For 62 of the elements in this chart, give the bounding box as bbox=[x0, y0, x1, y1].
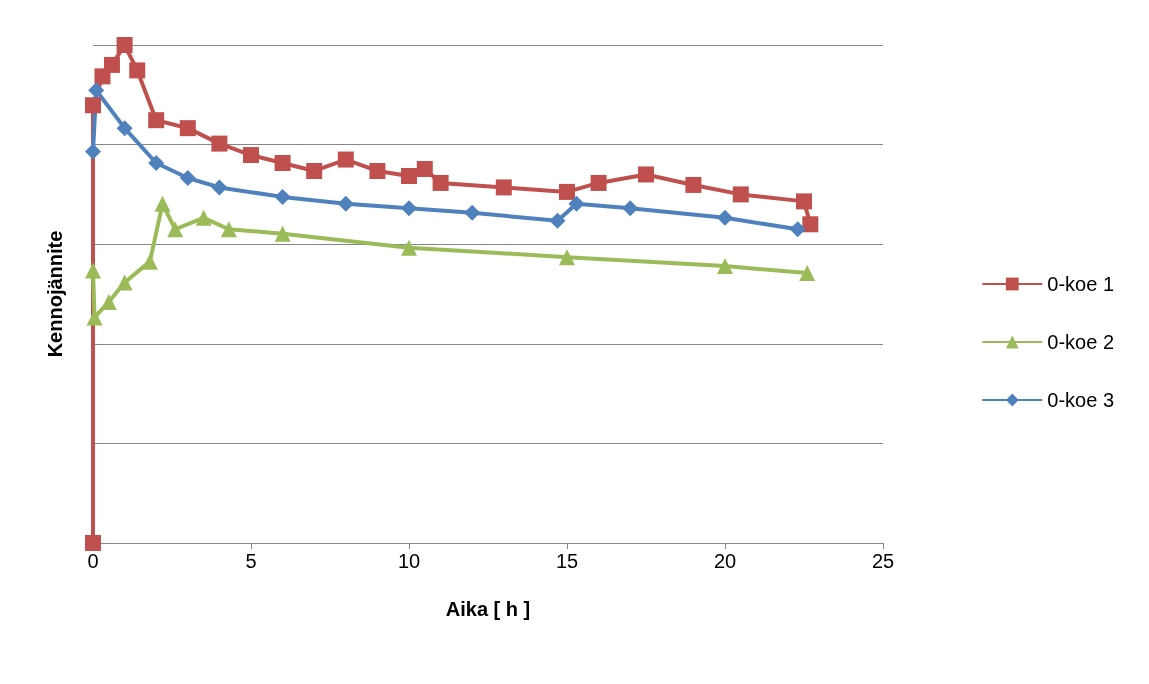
point bbox=[274, 155, 291, 172]
point bbox=[559, 183, 575, 200]
point bbox=[799, 265, 816, 282]
point bbox=[167, 221, 184, 238]
legend-label: 0-koe 1 bbox=[1047, 273, 1115, 295]
point bbox=[211, 179, 228, 196]
point bbox=[154, 195, 171, 212]
point bbox=[179, 120, 196, 137]
point bbox=[103, 56, 120, 73]
x-tick-label: 15 bbox=[555, 550, 579, 572]
point bbox=[638, 166, 654, 183]
point bbox=[401, 200, 417, 217]
point bbox=[717, 209, 733, 226]
x-tick-label: 25 bbox=[871, 550, 895, 572]
point bbox=[306, 162, 323, 179]
point bbox=[129, 62, 146, 79]
point bbox=[274, 225, 291, 242]
point bbox=[220, 221, 237, 238]
point bbox=[274, 188, 291, 205]
legend-label: 0-koe 2 bbox=[1047, 331, 1115, 353]
point bbox=[401, 167, 417, 184]
point bbox=[195, 209, 212, 226]
point bbox=[732, 186, 749, 203]
x-tick-label: 20 bbox=[713, 550, 737, 572]
point bbox=[401, 239, 417, 256]
x-axis-title: Aika [ h ] bbox=[445, 598, 531, 620]
point bbox=[141, 253, 158, 270]
point bbox=[85, 262, 101, 279]
point bbox=[464, 204, 481, 221]
point bbox=[337, 195, 354, 212]
point bbox=[85, 143, 101, 160]
point bbox=[85, 97, 101, 114]
point bbox=[590, 174, 607, 191]
point bbox=[88, 82, 105, 99]
point bbox=[432, 174, 449, 191]
point bbox=[549, 212, 566, 229]
point bbox=[559, 249, 575, 266]
point bbox=[116, 37, 133, 53]
point bbox=[495, 179, 512, 196]
legend-label: 0-koe 3 bbox=[1047, 389, 1115, 411]
point bbox=[622, 200, 639, 217]
point bbox=[789, 221, 806, 238]
x-tick-label: 10 bbox=[397, 550, 421, 572]
y-axis-title: Kennojännite bbox=[44, 230, 66, 358]
point bbox=[179, 169, 196, 186]
point bbox=[685, 176, 702, 193]
x-tick-label: 0 bbox=[87, 550, 99, 572]
point bbox=[85, 535, 101, 551]
point bbox=[717, 258, 733, 275]
point bbox=[802, 216, 819, 233]
point bbox=[211, 135, 228, 152]
point bbox=[369, 162, 386, 179]
point bbox=[337, 151, 354, 168]
point bbox=[148, 112, 165, 129]
point bbox=[116, 120, 133, 137]
point bbox=[796, 193, 812, 210]
x-tick-label: 5 bbox=[245, 550, 257, 572]
point bbox=[416, 161, 433, 177]
point bbox=[116, 274, 133, 291]
point bbox=[148, 155, 165, 172]
point bbox=[568, 195, 585, 212]
point bbox=[243, 147, 259, 164]
